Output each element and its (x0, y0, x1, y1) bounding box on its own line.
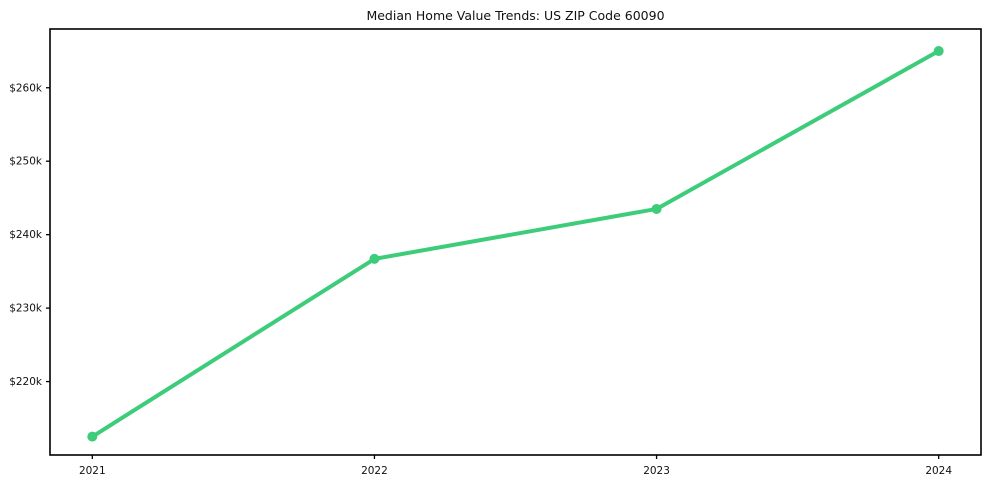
y-tick-label: $220k (9, 376, 43, 388)
data-point (369, 253, 380, 264)
axes-spines (49, 28, 982, 456)
data-point (87, 431, 98, 442)
plot-area (50, 29, 981, 455)
y-tick-label: $260k (9, 82, 43, 94)
x-tick-label: 2022 (361, 465, 388, 477)
y-tick-label: $230k (9, 303, 43, 315)
data-point (933, 46, 944, 57)
trend-line (90, 49, 941, 439)
chart-title: Median Home Value Trends: US ZIP Code 60… (366, 8, 665, 23)
data-point (651, 203, 662, 214)
x-tick-label: 2023 (643, 465, 670, 477)
x-tick-label: 2021 (79, 465, 106, 477)
y-tick-label: $250k (9, 156, 43, 168)
y-tick-label: $240k (9, 229, 43, 241)
x-tick-label: 2024 (925, 465, 952, 477)
